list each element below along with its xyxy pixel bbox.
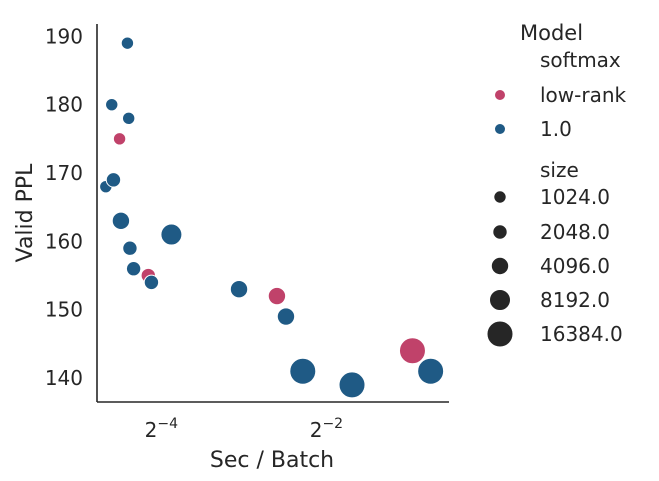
legend-label: 1.0: [540, 117, 572, 141]
y-tick-label: 190: [45, 24, 83, 48]
x-axis-label: Sec / Batch: [210, 448, 334, 473]
legend-size-marker: [492, 224, 508, 240]
data-point-low-rank: [398, 337, 426, 365]
data-points: [99, 36, 445, 399]
x-tick-label: 2−4: [145, 416, 178, 442]
data-point-1-0: [289, 357, 317, 385]
data-point-1-0: [120, 36, 135, 50]
x-axis-ticks: 2−4 2−2: [145, 416, 343, 442]
data-point-1-0: [338, 371, 366, 399]
data-point-1-0: [105, 172, 122, 188]
data-point-1-0: [111, 211, 131, 231]
legend-size-label: 1024.0: [540, 185, 610, 209]
data-point-low-rank: [267, 286, 287, 306]
data-point-1-0: [417, 357, 445, 385]
legend-size-label: 16384.0: [540, 322, 623, 346]
y-tick-label: 180: [45, 93, 83, 117]
legend-label: low-rank: [540, 83, 627, 107]
legend-size-title: size: [540, 158, 579, 182]
legend-size-entries: 1024.0 2048.0 4096.0 8192.0 16384.0: [486, 185, 623, 348]
data-point-1-0: [143, 274, 160, 291]
legend-size-marker: [486, 320, 514, 348]
data-point-1-0: [125, 261, 142, 277]
y-tick-label: 160: [45, 229, 83, 253]
legend-marker: [494, 89, 506, 101]
legend-label: softmax: [540, 48, 621, 72]
y-tick-label: 170: [45, 161, 83, 185]
data-point-1-0: [122, 240, 138, 256]
plot-axes: [96, 24, 449, 403]
legend-size-marker: [489, 289, 511, 311]
data-point-1-0: [229, 280, 249, 299]
data-point-1-0: [160, 223, 183, 246]
legend-size-label: 4096.0: [540, 254, 610, 278]
data-point-1-0: [105, 97, 119, 112]
legend: Model softmax low-rank 1.0 size 1024.0 2048…: [486, 21, 627, 348]
legend-size-marker: [490, 256, 510, 276]
legend-marker: [494, 123, 506, 135]
y-axis-label: Valid PPL: [13, 163, 38, 263]
legend-size-label: 8192.0: [540, 288, 610, 312]
legend-size-marker: [493, 190, 507, 204]
data-point-1-0: [276, 307, 296, 326]
y-axis-ticks: 140 150 160 170 180 190: [45, 24, 83, 390]
data-point-1-0: [121, 111, 136, 126]
legend-size-label: 2048.0: [540, 220, 610, 244]
legend-title: Model: [520, 21, 583, 45]
y-tick-label: 150: [45, 298, 83, 322]
y-tick-label: 140: [45, 366, 83, 390]
data-point-low-rank: [112, 132, 127, 146]
x-tick-label: 2−2: [310, 416, 343, 442]
legend-hue-entries: softmax low-rank 1.0: [494, 48, 627, 141]
